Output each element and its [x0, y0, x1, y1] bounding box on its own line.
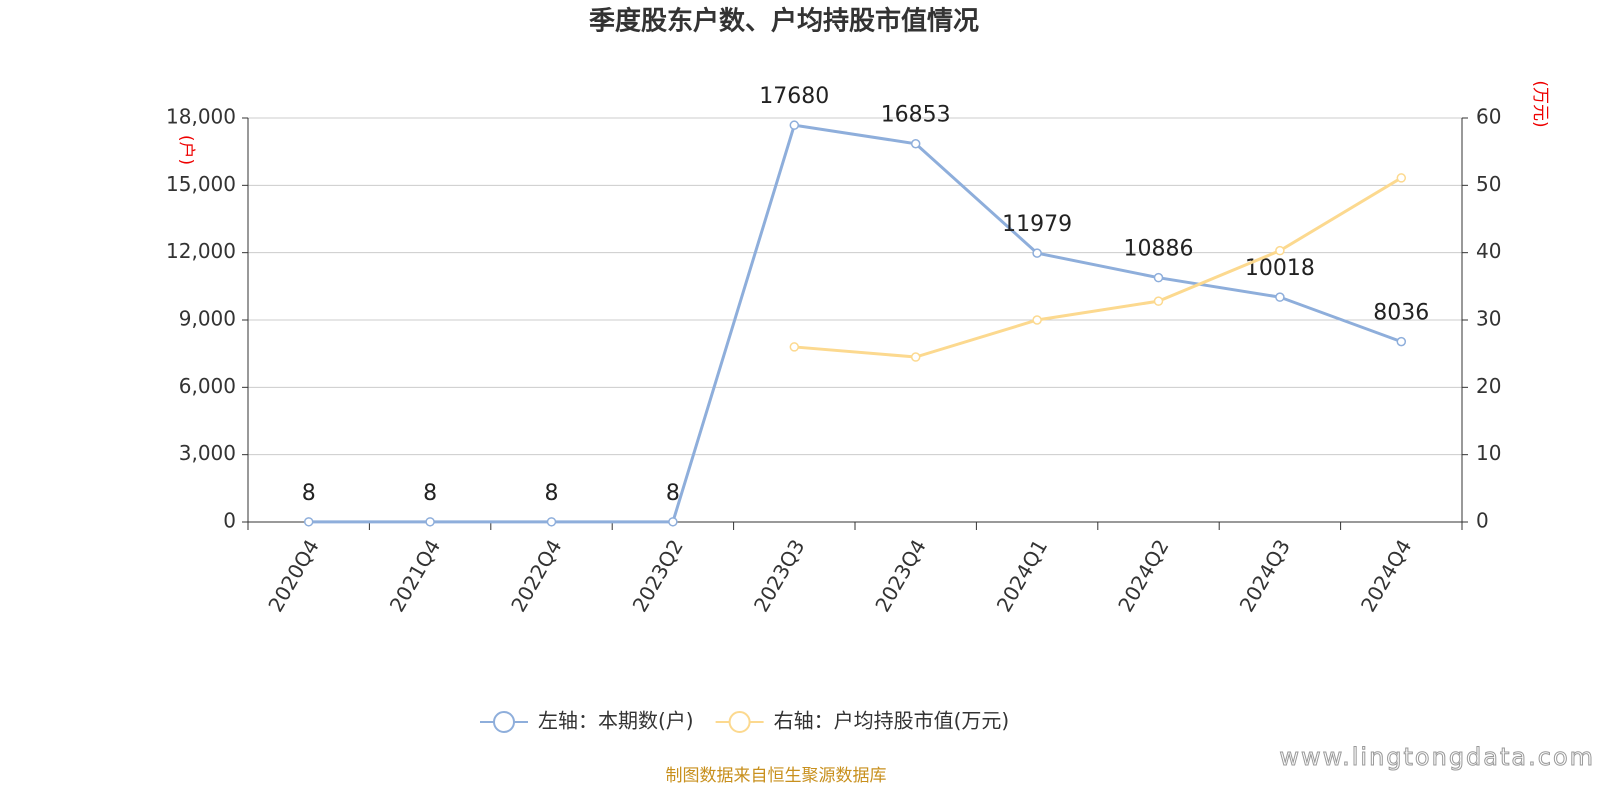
data-label: 8: [666, 481, 680, 506]
y-tick-label: 6,000: [179, 374, 236, 398]
y2-tick-label: 20: [1476, 374, 1501, 398]
point: [1153, 296, 1164, 306]
y-tick-label: 15,000: [166, 172, 236, 196]
point: [1396, 336, 1407, 347]
watermark: www.lingtongdata.com: [1279, 743, 1595, 771]
y2-tick-label: 50: [1476, 172, 1501, 196]
y-tick-label: 18,000: [166, 105, 236, 129]
data-label: 17680: [759, 84, 829, 109]
point: [425, 517, 435, 527]
y2-tick-label: 30: [1476, 307, 1501, 331]
y2-tick-label: 0: [1476, 509, 1489, 533]
data-label: 10886: [1124, 237, 1194, 262]
legend-marker: [728, 711, 751, 733]
data-label: 8: [302, 481, 316, 506]
point: [1396, 173, 1407, 183]
point: [303, 517, 314, 527]
series-line: [794, 176, 1403, 359]
y-tick-label: 3,000: [179, 441, 236, 465]
y2-tick-label: 40: [1476, 239, 1501, 263]
data-label: 16853: [881, 103, 951, 128]
legend-marker: [493, 711, 515, 733]
x-tick-label: 2023Q3: [749, 535, 809, 616]
data-label: 8: [545, 481, 559, 506]
x-tick-label: 2022Q4: [506, 535, 566, 616]
y-tick-label: 12,000: [166, 239, 236, 263]
point: [1275, 245, 1285, 256]
point: [1032, 248, 1042, 258]
data-label: 11979: [1002, 212, 1072, 237]
x-tick-label: 2024Q1: [992, 535, 1052, 616]
x-tick-label: 2024Q4: [1356, 535, 1416, 616]
point: [668, 517, 678, 527]
x-tick-label: 2023Q2: [628, 535, 688, 616]
point: [910, 352, 921, 362]
point: [1032, 315, 1042, 325]
y2-tick-label: 60: [1476, 105, 1501, 129]
legend-label: 左轴：本期数(户): [538, 709, 694, 733]
point: [789, 120, 800, 130]
point: [1153, 272, 1164, 283]
point: [1275, 292, 1285, 302]
point: [789, 342, 800, 352]
y-tick-label: 0: [223, 509, 236, 533]
y2-axis-unit: (万元): [1530, 80, 1550, 127]
x-tick-label: 2020Q4: [263, 535, 323, 616]
chart-title: 季度股东户数、户均持股市值情况: [589, 6, 979, 37]
y2-tick-label: 10: [1476, 441, 1501, 465]
x-tick-label: 2024Q2: [1113, 535, 1173, 616]
source: 制图数据来自恒生聚源数据库: [666, 766, 887, 786]
series-line: [308, 123, 1402, 524]
point: [546, 517, 557, 527]
legend-label: 右轴：户均持股市值(万元): [774, 709, 1010, 733]
y-tick-label: 9,000: [179, 307, 236, 331]
x-tick-label: 2024Q3: [1235, 535, 1295, 616]
data-label: 8036: [1373, 301, 1429, 326]
x-tick-label: 2021Q4: [385, 535, 445, 616]
x-tick-label: 2023Q4: [870, 535, 930, 616]
data-label: 8: [423, 481, 437, 506]
y-axis-unit: (户): [176, 135, 196, 165]
point: [910, 138, 921, 149]
